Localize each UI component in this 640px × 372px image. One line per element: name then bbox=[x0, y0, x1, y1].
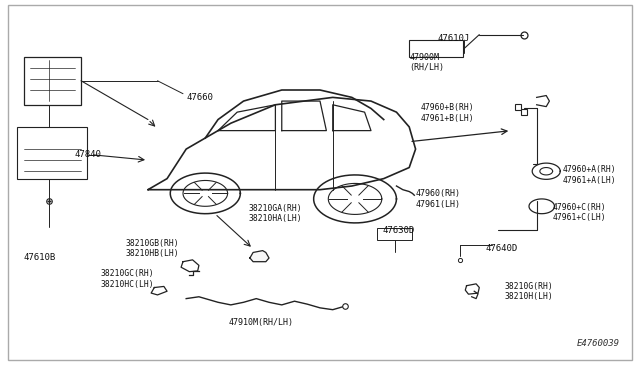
Text: 47840: 47840 bbox=[75, 150, 102, 159]
FancyBboxPatch shape bbox=[8, 5, 632, 359]
Polygon shape bbox=[250, 251, 269, 262]
Text: 47640D: 47640D bbox=[486, 244, 518, 253]
Text: 38210GA(RH)
38210HA(LH): 38210GA(RH) 38210HA(LH) bbox=[248, 204, 302, 224]
Text: 47960+A(RH)
47961+A(LH): 47960+A(RH) 47961+A(LH) bbox=[562, 165, 616, 185]
Text: 47630D: 47630D bbox=[383, 226, 415, 235]
Bar bbox=[17, 127, 88, 179]
Bar bbox=[378, 228, 412, 240]
Text: 47960+B(RH)
47961+B(LH): 47960+B(RH) 47961+B(LH) bbox=[420, 103, 474, 123]
Text: 47610J: 47610J bbox=[438, 34, 470, 43]
Text: 38210GC(RH)
38210HC(LH): 38210GC(RH) 38210HC(LH) bbox=[100, 269, 154, 289]
Text: 47610B: 47610B bbox=[24, 253, 56, 263]
Text: 38210G(RH)
38210H(LH): 38210G(RH) 38210H(LH) bbox=[505, 282, 554, 301]
Text: 47910M(RH/LH): 47910M(RH/LH) bbox=[229, 318, 294, 327]
Text: 47960+C(RH)
47961+C(LH): 47960+C(RH) 47961+C(LH) bbox=[552, 203, 606, 222]
Text: 47660: 47660 bbox=[186, 93, 213, 102]
Text: 47900M
(RH/LH): 47900M (RH/LH) bbox=[409, 52, 444, 72]
Text: E4760039: E4760039 bbox=[577, 340, 620, 349]
Bar bbox=[24, 57, 81, 105]
Text: 38210GB(RH)
38210HB(LH): 38210GB(RH) 38210HB(LH) bbox=[125, 239, 179, 259]
Text: 47960(RH)
47961(LH): 47960(RH) 47961(LH) bbox=[415, 189, 461, 209]
Bar bbox=[409, 40, 463, 57]
